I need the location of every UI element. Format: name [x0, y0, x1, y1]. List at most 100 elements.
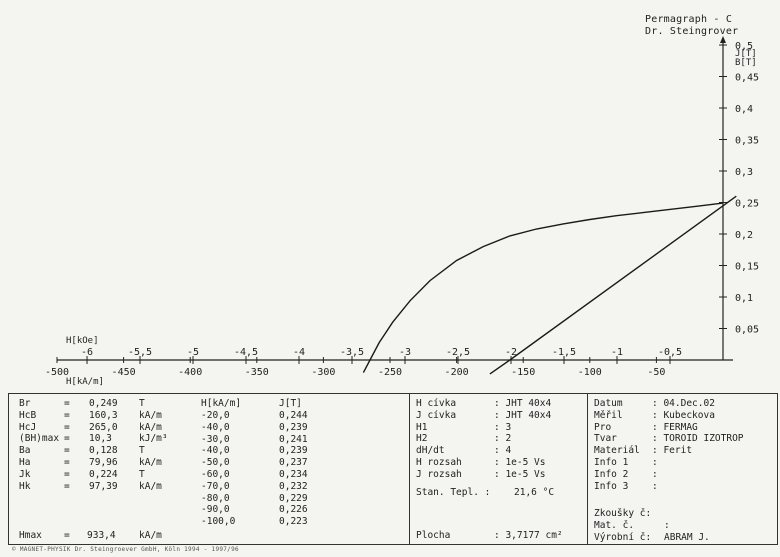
x-tick-label-koe: -3	[399, 347, 411, 358]
result-value: 160,3	[89, 409, 118, 421]
result-name: HcJ	[19, 421, 37, 433]
info-value: :	[652, 480, 658, 492]
area-value: : 3,7177 cm²	[494, 530, 563, 541]
hj-h-value: -50,0	[201, 457, 230, 469]
result-name: Ha	[19, 457, 31, 468]
setting-value: : 1e-5 Vs	[494, 457, 546, 468]
result-eq: =	[64, 457, 70, 468]
result-eq: =	[64, 445, 70, 457]
hj-j-value: 0,239	[279, 421, 308, 433]
hj-h-value: -30,0	[201, 433, 230, 445]
temperature-value: 21,6 °C	[514, 487, 555, 498]
report-title: Permagraph - C	[645, 14, 733, 25]
x-axis-label-koe: H[kOe]	[66, 336, 99, 346]
result-value: 265,0	[89, 421, 118, 433]
hmax-eq: =	[64, 530, 70, 541]
info-value: : FERMAG	[652, 421, 698, 433]
y-tick-label: 0,5	[735, 41, 753, 52]
result-unit: T	[139, 398, 145, 409]
info-value: : Ferit	[652, 445, 693, 457]
footer-copyright: © MAGNET-PHYSIK Dr. Steingroever GmbH, K…	[12, 546, 239, 553]
result-name: Jk	[19, 468, 31, 480]
x-tick-label-koe: -4,5	[234, 347, 258, 358]
x-tick-label-koe: -5	[187, 347, 199, 358]
hj-j-value: 0,229	[279, 492, 308, 504]
hj-h-value: -20,0	[201, 410, 230, 421]
y-tick-label: 0,45	[735, 73, 759, 84]
x-tick-label-kam: -450	[112, 367, 136, 378]
y-tick-label: 0,35	[735, 136, 759, 147]
result-unit: T	[139, 445, 145, 457]
result-name: Hk	[19, 480, 31, 492]
x-tick-label-koe: -6	[81, 347, 93, 358]
hj-j-value: 0,226	[279, 504, 308, 516]
setting-value: : 1e-5 Vs	[494, 468, 546, 480]
y-tick-label: 0,15	[735, 262, 759, 273]
setting-label: H1	[416, 421, 428, 433]
hj-j-value: 0,237	[279, 457, 308, 469]
y-axis-label: J[T]	[735, 49, 757, 59]
load-line	[489, 195, 737, 375]
x-tick-label-koe: -1,5	[552, 347, 576, 358]
hj-h-value: -40,0	[201, 445, 230, 457]
setting-label: H2	[416, 433, 428, 445]
x-tick-label-kam: -400	[178, 367, 202, 378]
hj-j-value: 0,244	[279, 410, 308, 421]
x-tick-label-koe: -1	[611, 347, 623, 358]
result-eq: =	[64, 468, 70, 480]
info-label: Info 3	[594, 480, 629, 492]
result-eq: =	[64, 421, 70, 433]
hj-header-j: J[T]	[279, 398, 302, 409]
result-eq: =	[64, 433, 70, 445]
hj-j-value: 0,239	[279, 445, 308, 457]
result-name: (BH)max	[19, 433, 60, 445]
setting-label: dH/dt	[416, 445, 445, 457]
x-tick-label-koe: -3,5	[340, 347, 364, 358]
hj-header-h: H[kA/m]	[201, 398, 242, 409]
result-value: 79,96	[89, 457, 118, 468]
result-name: HcB	[19, 409, 37, 421]
result-value: 97,39	[89, 480, 118, 492]
setting-value: : JHT 40x4	[494, 398, 552, 409]
hj-h-value: -90,0	[201, 504, 230, 516]
info-value: :	[664, 519, 670, 531]
temperature-label: Stan. Tepl. :	[416, 487, 491, 498]
y-tick-label: 0,2	[735, 230, 753, 241]
hj-h-value: -100,0	[201, 516, 236, 528]
setting-label: H rozsah	[416, 457, 462, 468]
info-label: Zkoušky č:	[594, 508, 652, 519]
info-label: Měřil	[594, 409, 623, 421]
y-axis-arrow	[720, 36, 726, 43]
result-unit: kA/m	[139, 480, 162, 492]
report-author: Dr. Steingrover	[645, 26, 739, 37]
result-eq: =	[64, 409, 70, 421]
hmax-value: 933,4	[87, 530, 116, 541]
x-tick-label-kam: -150	[511, 367, 535, 378]
x-tick-label-kam: -100	[578, 367, 602, 378]
hj-h-value: -80,0	[201, 492, 230, 504]
setting-label: J rozsah	[416, 468, 462, 480]
hj-j-value: 0,232	[279, 480, 308, 492]
y-tick-label: 0,4	[735, 104, 753, 115]
x-tick-label-kam: -250	[378, 367, 402, 378]
result-value: 10,3	[89, 433, 112, 445]
x-tick-label-koe: -4	[293, 347, 305, 358]
info-value: ABRAM J.	[664, 531, 710, 543]
info-label: Materiál	[594, 445, 640, 457]
hj-h-value: -60,0	[201, 469, 230, 480]
x-tick-label-koe: -5,5	[128, 347, 152, 358]
panel-divider	[409, 394, 410, 544]
info-label: Pro	[594, 421, 612, 433]
info-label: Info 1	[594, 457, 629, 468]
area-label: Plocha	[416, 530, 451, 541]
x-tick-label-kam: -300	[311, 367, 335, 378]
y-axis-label: B[T]	[735, 58, 757, 68]
info-label: Tvar	[594, 433, 617, 445]
x-tick-label-kam: -500	[45, 367, 69, 378]
result-unit: T	[139, 468, 145, 480]
result-eq: =	[64, 398, 70, 409]
hj-j-value: 0,223	[279, 516, 308, 528]
result-value: 0,128	[89, 445, 118, 457]
info-value: : TOROID IZOTROP	[652, 433, 744, 445]
